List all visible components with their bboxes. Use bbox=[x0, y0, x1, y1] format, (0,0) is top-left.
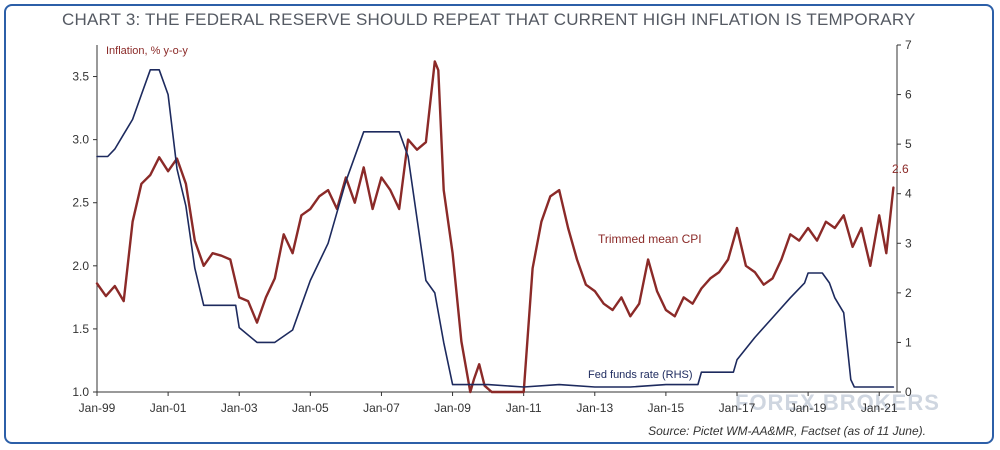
right-tick-label: 4 bbox=[905, 187, 912, 201]
x-tick-label: Jan-03 bbox=[221, 401, 258, 415]
chart-title: CHART 3: THE FEDERAL RESERVE SHOULD REPE… bbox=[62, 10, 916, 29]
watermark-text: FOREX BROKERS bbox=[735, 390, 940, 415]
right-tick-label: 6 bbox=[905, 88, 912, 102]
annotation-trimmed-mean-cpi: Trimmed mean CPI bbox=[598, 232, 702, 246]
right-tick-label: 3 bbox=[905, 236, 912, 250]
series-line-trimmed-mean-cpi bbox=[95, 60, 895, 394]
x-tick-label: Jan-01 bbox=[150, 401, 187, 415]
left-tick-label: 1.0 bbox=[72, 385, 89, 399]
right-tick-label: 1 bbox=[905, 335, 912, 349]
x-tick-label: Jan-99 bbox=[79, 401, 116, 415]
x-tick-label: Jan-17 bbox=[719, 401, 756, 415]
right-tick-label: 0 bbox=[905, 385, 912, 399]
right-tick-label: 2 bbox=[905, 286, 912, 300]
left-tick-label: 2.5 bbox=[72, 196, 89, 210]
left-tick-label: 3.5 bbox=[72, 70, 89, 84]
x-tick-label: Jan-19 bbox=[790, 401, 827, 415]
y-axis-label: Inflation, % y-o-y bbox=[106, 45, 188, 57]
series-line-fed-funds-rate bbox=[96, 69, 895, 388]
x-tick-label: Jan-11 bbox=[506, 401, 542, 415]
annotation-last-value: 2.6 bbox=[892, 162, 909, 176]
right-tick-label: 7 bbox=[905, 38, 912, 52]
x-tick-label: Jan-07 bbox=[363, 401, 400, 415]
x-tick-label: Jan-05 bbox=[292, 401, 329, 415]
left-tick-label: 3.0 bbox=[72, 133, 89, 147]
left-tick-label: 2.0 bbox=[72, 259, 89, 273]
annotation-fed-funds-rate: Fed funds rate (RHS) bbox=[588, 369, 693, 381]
chart-source: Source: Pictet WM-AA&MR, Factset (as of … bbox=[648, 424, 926, 438]
x-tick-label: Jan-21 bbox=[861, 401, 898, 415]
right-tick-label: 5 bbox=[905, 137, 912, 151]
left-tick-label: 1.5 bbox=[72, 322, 89, 336]
x-tick-label: Jan-15 bbox=[648, 401, 685, 415]
x-tick-label: Jan-13 bbox=[576, 401, 613, 415]
x-tick-label: Jan-09 bbox=[434, 401, 471, 415]
